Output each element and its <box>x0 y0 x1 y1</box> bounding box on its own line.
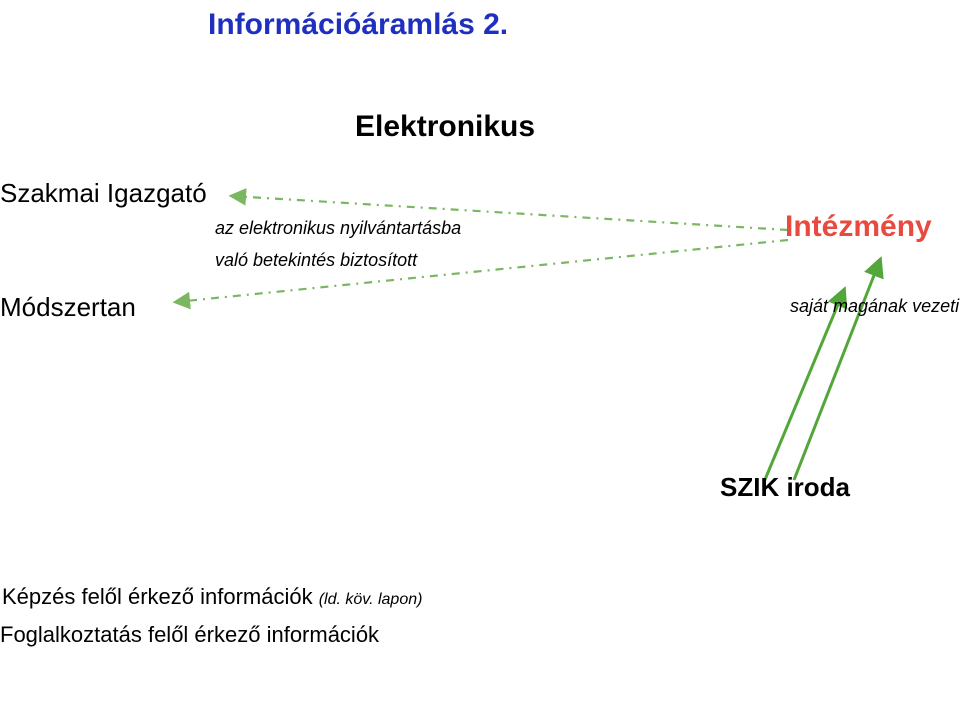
note-text: az elektronikus nyilvántartásba <box>215 218 461 238</box>
fogl-text: Foglalkoztatás felől érkező információk <box>0 622 379 647</box>
diagram-canvas: Információáramlás 2. Elektronikus Szakma… <box>0 0 960 716</box>
node-label: Intézmény <box>785 210 932 243</box>
note-text: saját magának vezeti <box>790 296 959 316</box>
note-line-1: az elektronikus nyilvántartásba <box>215 218 461 239</box>
page-title: Információáramlás 2. <box>208 8 508 42</box>
node-label: Módszertan <box>0 292 136 322</box>
node-szik-iroda: SZIK iroda <box>720 472 850 503</box>
node-label: SZIK iroda <box>720 472 850 502</box>
node-intezmeny: Intézmény <box>785 210 932 244</box>
node-szakmai-igazgato: Szakmai Igazgató <box>0 178 207 209</box>
node-modszertan: Módszertan <box>0 292 136 323</box>
kepzes-prefix: Képzés felől érkező információk <box>2 584 319 609</box>
text-foglalkoztatas: Foglalkoztatás felől érkező információk <box>0 622 379 648</box>
subtitle-text: Elektronikus <box>355 110 535 143</box>
node-label: Szakmai Igazgató <box>0 178 207 208</box>
page-title-text: Információáramlás 2. <box>208 8 508 41</box>
subtitle: Elektronikus <box>355 110 535 144</box>
note-line-2: való betekintés biztosított <box>215 250 417 271</box>
note-sajat: saját magának vezeti <box>790 296 959 317</box>
kepzes-suffix: (ld. köv. lapon) <box>319 591 423 608</box>
note-text: való betekintés biztosított <box>215 250 417 270</box>
text-kepzes-line: Képzés felől érkező információk (ld. köv… <box>2 584 422 610</box>
